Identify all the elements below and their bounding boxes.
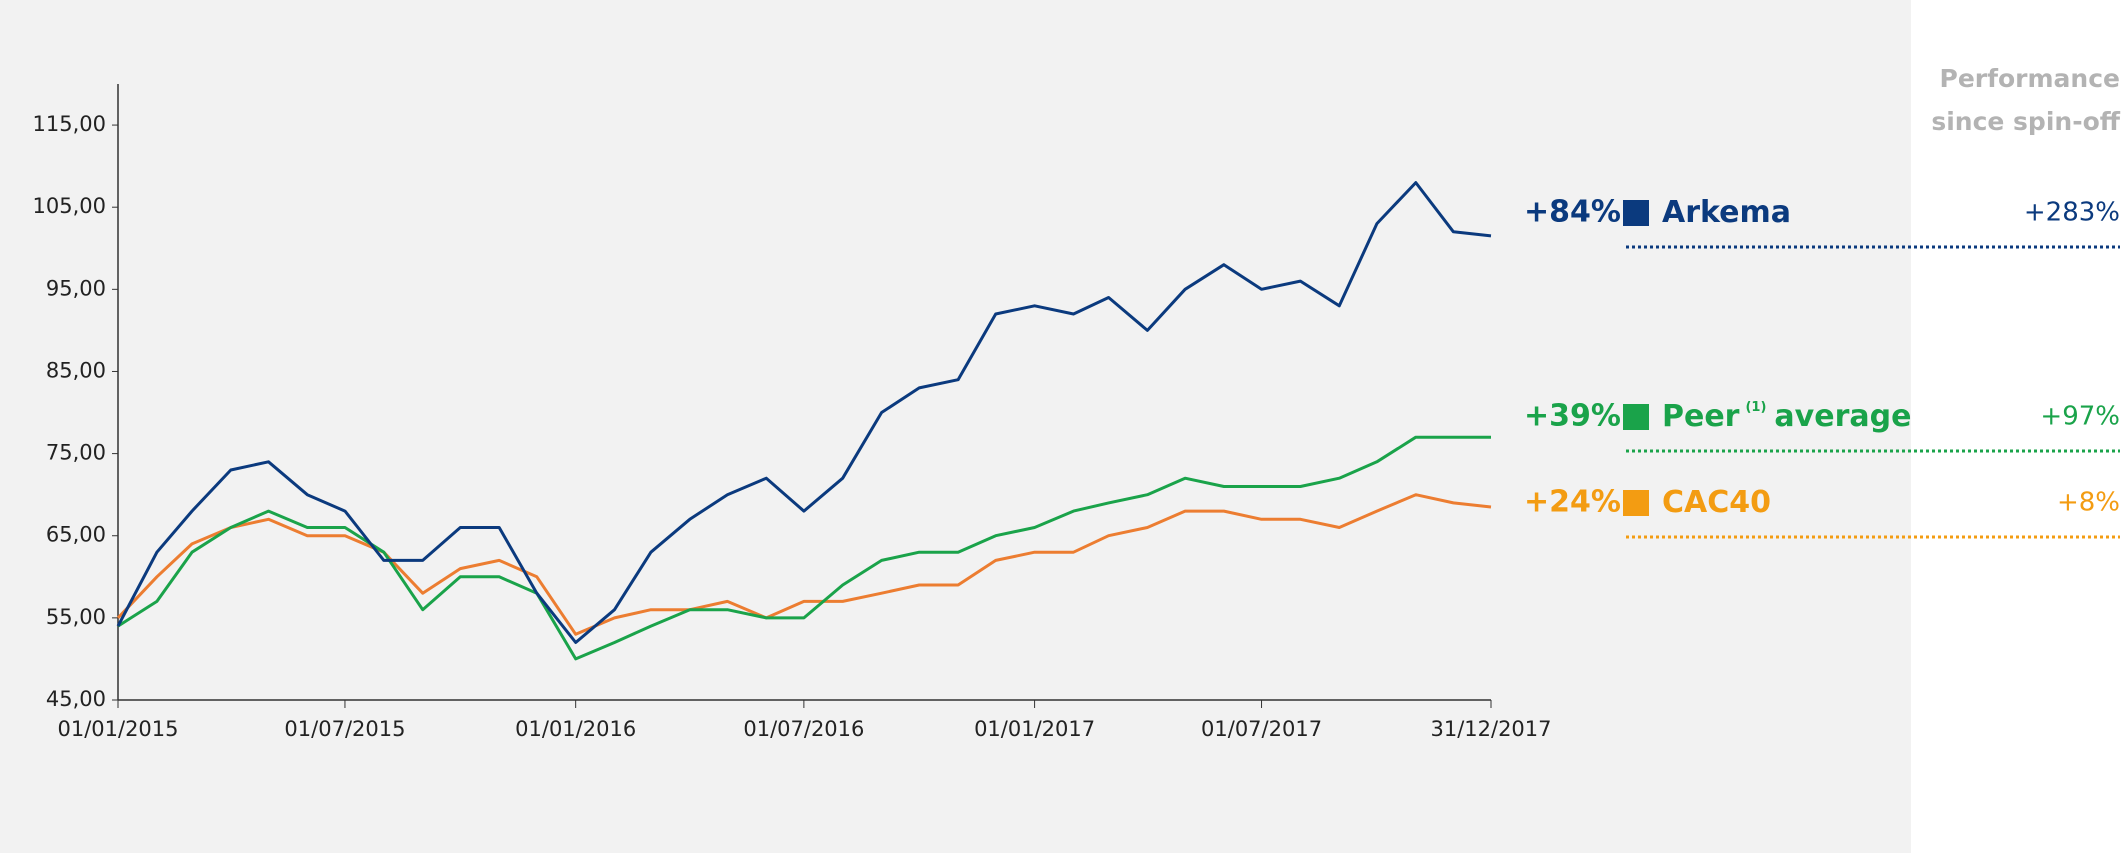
y-tick-label: 45,00	[46, 687, 106, 711]
y-tick-label: 65,00	[46, 523, 106, 547]
legend-swatch	[1623, 404, 1649, 430]
header: Performance	[1940, 64, 2120, 93]
legend-change: +24%	[1524, 485, 1621, 520]
y-tick-label: 55,00	[46, 605, 106, 629]
series-line	[116, 181, 1492, 644]
legend-swatch	[1623, 490, 1649, 516]
legend-name: Peer	[1662, 399, 1740, 434]
legend-name: Arkema	[1662, 195, 1791, 230]
x-tick-label: 01/07/2015	[284, 717, 405, 741]
legend-label: Peer (1) average	[1662, 399, 1911, 434]
series-line	[116, 493, 1492, 636]
since-spin-off: +283%	[2024, 198, 2120, 228]
legend-change: +39%	[1524, 399, 1621, 434]
y-tick-label: 105,00	[33, 194, 106, 218]
x-tick-label: 01/01/2016	[515, 717, 636, 741]
series-line	[117, 435, 1491, 661]
legend-swatch	[1623, 200, 1649, 226]
plot-background	[0, 0, 1911, 853]
header: since spin-off	[1931, 107, 2120, 136]
y-tick-label: 95,00	[46, 276, 106, 300]
y-tick-label: 115,00	[33, 112, 106, 136]
legend-change: +84%	[1524, 195, 1621, 230]
since-spin-off: +97%	[2040, 402, 2120, 432]
x-tick-label: 31/12/2017	[1430, 717, 1551, 741]
y-tick-label: 75,00	[46, 441, 106, 465]
legend-name-suffix: average	[1774, 399, 1911, 434]
x-tick-label: 01/01/2015	[57, 717, 178, 741]
x-tick-label: 01/01/2017	[974, 717, 1095, 741]
legend-label: Arkema	[1662, 195, 1791, 230]
x-tick-label: 01/07/2016	[743, 717, 864, 741]
since-spin-off: +8%	[2057, 488, 2120, 518]
y-tick-label: 85,00	[46, 358, 106, 382]
legend-label: CAC40	[1662, 485, 1771, 520]
x-tick-label: 01/07/2017	[1201, 717, 1322, 741]
legend-footnote: (1)	[1745, 400, 1766, 415]
legend-name: CAC40	[1662, 485, 1771, 520]
